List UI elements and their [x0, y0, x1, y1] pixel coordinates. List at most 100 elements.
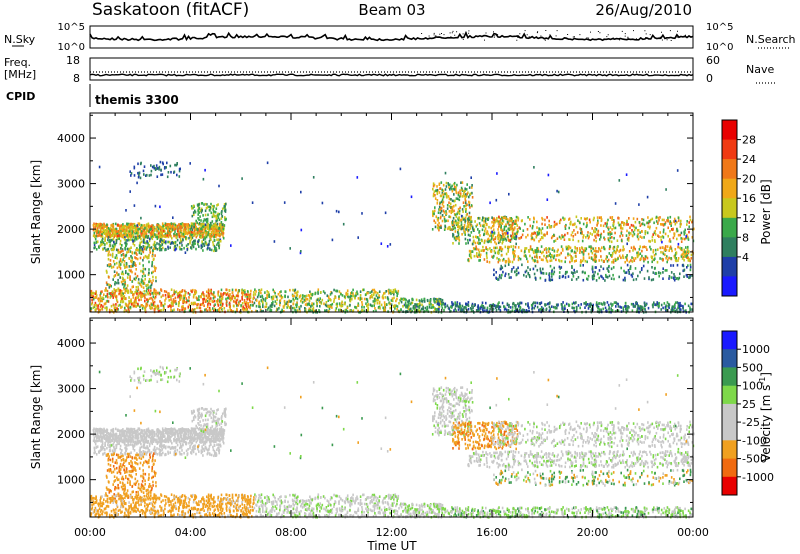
power-cell [142, 234, 144, 237]
power-cell [690, 302, 692, 306]
power-cell [677, 306, 679, 309]
power-cell [153, 225, 156, 229]
power-cell [140, 269, 142, 273]
power-cell [187, 225, 190, 229]
power-cell [266, 293, 268, 297]
power-cell [388, 292, 390, 295]
power-cell [684, 231, 686, 235]
power-cell [478, 242, 480, 245]
power-cell [154, 247, 156, 251]
power-cell [271, 303, 274, 306]
power-cell [558, 235, 561, 239]
power-cell [426, 308, 428, 312]
power-cell [531, 306, 534, 310]
power-cell [196, 303, 198, 306]
power-cell [625, 256, 627, 259]
power-cell [545, 256, 547, 260]
power-cell [466, 228, 469, 231]
power-cell [581, 239, 584, 243]
power-cell [458, 239, 461, 242]
power-cell [639, 305, 642, 309]
power-cell [230, 298, 232, 302]
power-cell [614, 310, 617, 313]
power-cell [457, 308, 460, 311]
power-cell [131, 256, 133, 260]
power-cell [628, 250, 631, 253]
power-cell [464, 193, 467, 196]
power-cell [222, 225, 224, 229]
power-cell [664, 249, 667, 252]
power-cell [666, 255, 668, 258]
power-cell [142, 258, 144, 262]
power-cell [239, 299, 241, 303]
power-cell [662, 230, 665, 234]
power-cell [457, 221, 460, 225]
power-cell [173, 292, 176, 296]
power-cell [626, 229, 628, 233]
power-cell [600, 258, 603, 262]
power-cell [439, 201, 441, 205]
power-cell [596, 304, 598, 307]
power-cell [516, 232, 518, 236]
power-cell [224, 210, 227, 213]
power-cell [311, 309, 313, 313]
power-cell [115, 222, 117, 226]
power-cell [354, 296, 356, 300]
power-cell [284, 290, 286, 293]
power-cell [127, 236, 129, 239]
power-cell [99, 297, 101, 300]
power-cell [647, 306, 650, 310]
power-cell [625, 223, 628, 226]
power-cell [555, 258, 557, 262]
power-cell [452, 216, 455, 220]
power-cell [124, 233, 127, 237]
power-cell [202, 242, 205, 246]
power-cell [183, 246, 185, 250]
power-cell [550, 255, 552, 259]
power-cell [588, 245, 590, 249]
power-cell [279, 303, 281, 307]
power-cell [471, 196, 474, 199]
power-cell [584, 247, 586, 250]
power-cell [224, 291, 226, 295]
power-cell [98, 308, 100, 312]
power-cell [538, 231, 541, 235]
power-cell [467, 225, 470, 228]
power-cell [532, 301, 535, 304]
power-cell [691, 236, 694, 239]
power-cell [347, 295, 350, 299]
power-cell [185, 297, 188, 300]
power-cell [215, 207, 218, 210]
power-cell [172, 225, 174, 228]
power-cell [112, 232, 115, 236]
power-cell [152, 234, 155, 238]
power-cell [612, 303, 614, 306]
power-cell [168, 299, 170, 302]
power-cell [253, 291, 255, 294]
power-cell [152, 232, 154, 235]
power-cell [664, 245, 667, 248]
power-cell [666, 301, 669, 304]
power-cell [176, 229, 179, 233]
power-cell [356, 290, 358, 294]
power-cell [207, 228, 210, 231]
power-cell [361, 297, 363, 300]
power-cell [130, 232, 132, 235]
power-cell [246, 297, 248, 301]
power-cell [298, 305, 300, 309]
power-cell [458, 198, 461, 202]
power-cell [289, 288, 291, 292]
power-cell [378, 294, 380, 297]
power-cell [127, 289, 129, 293]
power-cell [476, 223, 478, 227]
power-cell [529, 245, 532, 248]
power-cell [184, 223, 187, 226]
power-cell [227, 296, 229, 300]
power-cell [147, 222, 150, 226]
power-cell [597, 231, 599, 234]
power-cell [129, 278, 131, 281]
power-cell [398, 310, 401, 313]
power-cell [574, 302, 576, 305]
power-cell [432, 187, 434, 191]
power-cell [548, 254, 551, 257]
